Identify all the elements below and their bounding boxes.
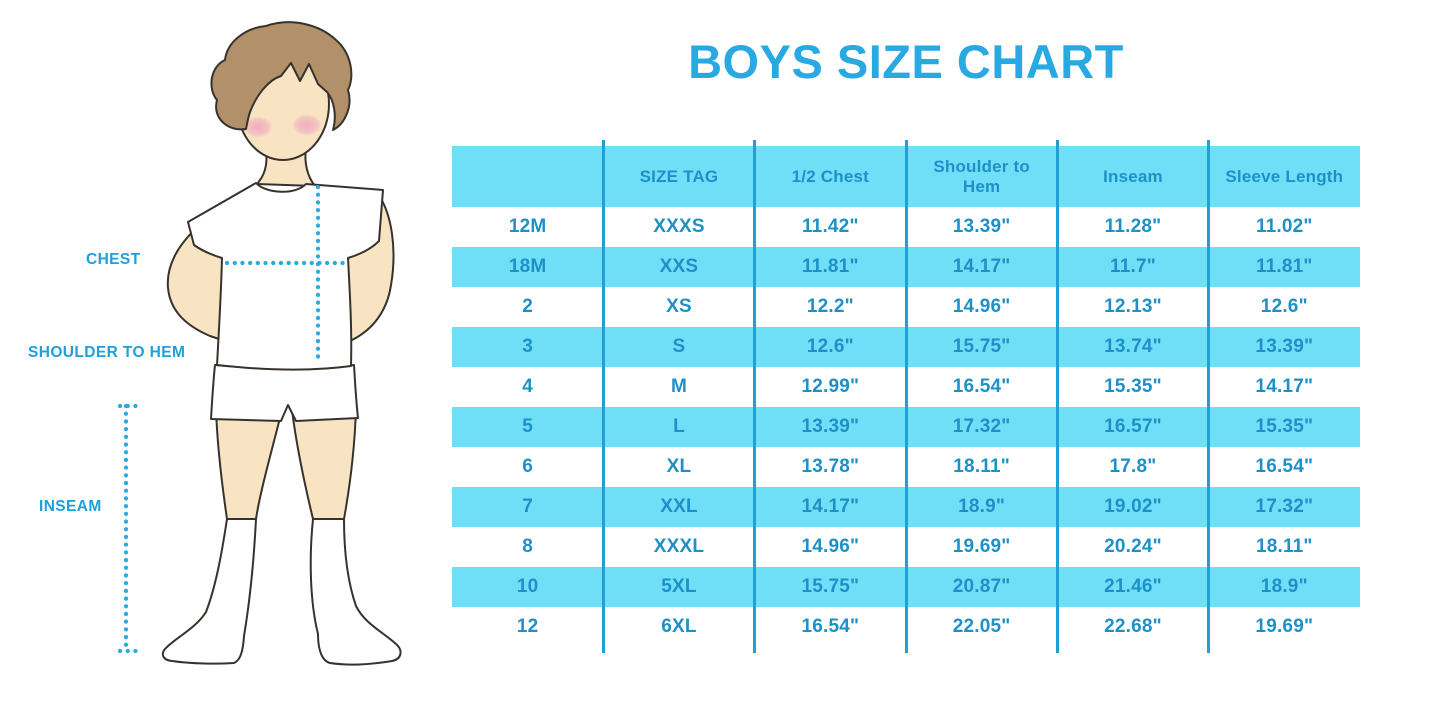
cell: 11.81" <box>801 256 859 277</box>
table-row: 12 6XL 16.54" 22.05" 22.68" 19.69" <box>452 607 1360 647</box>
cell: 14.96" <box>801 536 860 557</box>
boy-illustration <box>117 21 402 666</box>
cell: 15.75" <box>801 576 860 597</box>
size-table: SIZE TAG 1/2 Chest Shoulder to Hem Insea… <box>452 140 1360 653</box>
cell: 18.9" <box>958 496 1006 517</box>
column-divider <box>601 140 605 653</box>
cell: 5 <box>522 416 534 437</box>
cell: XXL <box>660 496 698 517</box>
cell: 11.81" <box>1255 256 1313 277</box>
cell: 12.6" <box>1260 296 1308 317</box>
cell: 19.69" <box>952 536 1011 557</box>
cell: S <box>672 336 686 357</box>
cell: 16.54" <box>1255 456 1314 477</box>
cell: XXXL <box>653 536 705 557</box>
column-header-half-chest: 1/2 Chest <box>791 166 870 186</box>
cell: 8 <box>522 536 534 557</box>
cell: 17.32" <box>1255 496 1314 517</box>
cell: 22.05" <box>952 616 1011 637</box>
inseam-label: INSEAM <box>39 498 102 515</box>
cell: 10 <box>516 576 539 597</box>
shoulder-to-hem-label: SHOULDER TO HEM <box>28 344 186 361</box>
left-sock <box>309 518 402 666</box>
cell: 12 <box>516 616 539 637</box>
cell: 12.13" <box>1104 296 1162 317</box>
inseam-measure-line <box>117 403 145 654</box>
page-title: BOYS SIZE CHART <box>688 35 1124 88</box>
cell: 18.9" <box>1260 576 1308 597</box>
cell: 18.11" <box>953 456 1010 477</box>
right-sock <box>161 518 257 665</box>
column-header-sleeve-length: Sleeve Length <box>1225 166 1344 186</box>
t-shirt <box>187 182 384 371</box>
cell: 11.28" <box>1104 216 1162 237</box>
cell: 15.75" <box>952 336 1011 357</box>
hair <box>210 21 353 131</box>
cell: 2 <box>522 296 534 317</box>
cell: XL <box>666 456 692 477</box>
cell: 21.46" <box>1104 576 1162 597</box>
cell: 13.39" <box>952 216 1011 237</box>
cell: 11.02" <box>1255 216 1313 237</box>
cell: 6XL <box>661 616 697 637</box>
column-header-age <box>452 146 603 207</box>
cell: 11.42" <box>801 216 859 237</box>
cell: 22.68" <box>1104 616 1162 637</box>
column-divider <box>904 140 908 653</box>
table-row: 6 XL 13.78" 18.11" 17.8" 16.54" <box>452 447 1360 487</box>
cell: XXXS <box>653 216 705 237</box>
right-thigh <box>215 407 283 520</box>
cell: 3 <box>522 336 534 357</box>
cell: 17.32" <box>952 416 1011 437</box>
cheek-left-icon <box>243 116 273 138</box>
cell: 15.35" <box>1255 416 1314 437</box>
cell: L <box>673 416 685 437</box>
cell: 14.17" <box>1255 376 1314 397</box>
cell: M <box>670 376 687 397</box>
cell: 13.39" <box>801 416 860 437</box>
cell: 13.78" <box>801 456 860 477</box>
cell: XS <box>666 296 692 317</box>
cell: 19.69" <box>1255 616 1314 637</box>
column-header-size-tag: SIZE TAG <box>639 166 719 186</box>
left-thigh <box>291 407 357 520</box>
cheek-right-icon <box>292 114 322 136</box>
cell: 17.8" <box>1109 456 1157 477</box>
cell: 13.74" <box>1104 336 1162 357</box>
shorts <box>210 364 359 422</box>
cell: 18M <box>508 256 547 277</box>
cell: 20.24" <box>1104 536 1162 557</box>
chest-label: CHEST <box>86 251 141 268</box>
cell: 15.35" <box>1104 376 1162 397</box>
cell: 12.6" <box>806 336 854 357</box>
column-divider <box>1207 140 1211 653</box>
column-header-inseam: Inseam <box>1103 166 1163 186</box>
cell: 12.2" <box>806 296 854 317</box>
table-row: 8 XXXL 14.96" 19.69" 20.24" 18.11" <box>452 527 1360 567</box>
cell: 18.11" <box>1255 536 1313 557</box>
cell: 7 <box>522 496 534 517</box>
cell: 16.57" <box>1104 416 1162 437</box>
cell: 12.99" <box>801 376 860 397</box>
cell: 20.87" <box>952 576 1011 597</box>
cell: 5XL <box>661 576 697 597</box>
column-header-shoulder-to-hem: Shoulder to Hem <box>933 156 1030 196</box>
table-row: 12M XXXS 11.42" 13.39" 11.28" 11.02" <box>452 207 1360 247</box>
cell: 14.96" <box>952 296 1011 317</box>
cell: 16.54" <box>952 376 1011 397</box>
cell: 4 <box>522 376 534 397</box>
column-divider <box>753 140 757 653</box>
cell: 19.02" <box>1104 496 1162 517</box>
cell: 14.17" <box>952 256 1011 277</box>
cell: 12M <box>508 216 547 237</box>
cell: 14.17" <box>801 496 860 517</box>
cell: 6 <box>522 456 534 477</box>
table-row: 4 M 12.99" 16.54" 15.35" 14.17" <box>452 367 1360 407</box>
cell: XXS <box>659 256 699 277</box>
cell: 16.54" <box>801 616 860 637</box>
cell: 13.39" <box>1255 336 1314 357</box>
cell: 11.7" <box>1110 256 1156 277</box>
column-divider <box>1055 140 1059 653</box>
table-row: 2 XS 12.2" 14.96" 12.13" 12.6" <box>452 287 1360 327</box>
